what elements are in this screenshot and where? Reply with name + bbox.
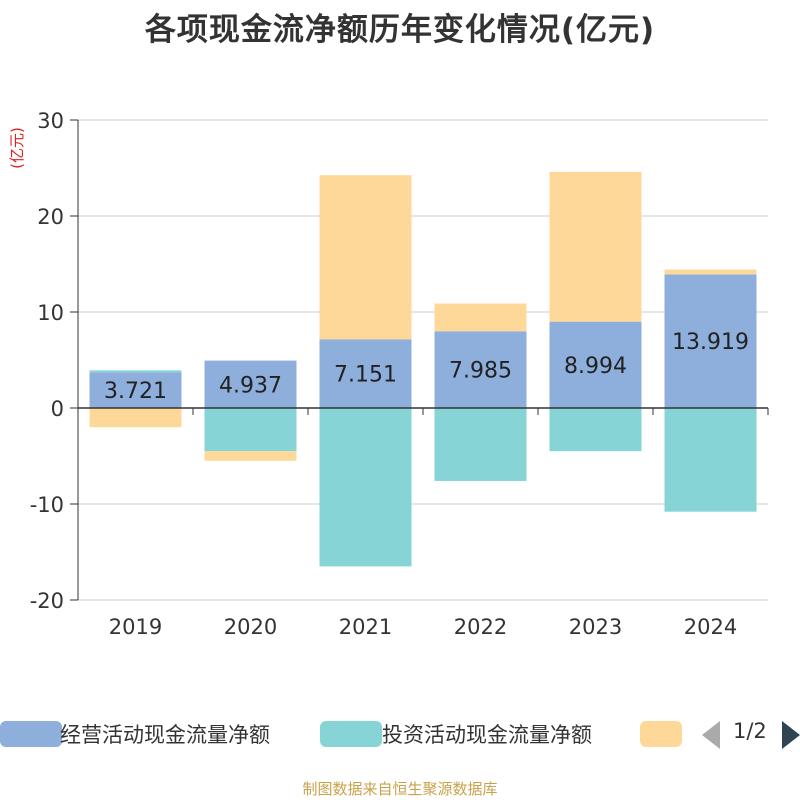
x-tick-label-2019: 2019 bbox=[109, 615, 162, 639]
data-label-2021: 7.151 bbox=[334, 363, 397, 388]
data-label-2023: 8.994 bbox=[564, 354, 627, 379]
y-tick-label-0: 30 bbox=[37, 109, 64, 133]
data-label-2024: 13.919 bbox=[672, 330, 749, 355]
y-tick-label-1: 20 bbox=[37, 205, 64, 229]
legend-label-investing[interactable]: 投资活动现金流量净额 bbox=[382, 723, 592, 747]
bar-series2-2020 bbox=[204, 451, 297, 461]
x-tick-label-2022: 2022 bbox=[454, 615, 507, 639]
bar-series1-2022 bbox=[434, 408, 527, 481]
bar-series0-2024 bbox=[664, 274, 757, 408]
bar-series0-2020 bbox=[204, 360, 297, 408]
bar-series2-2021 bbox=[319, 175, 412, 340]
bar-series0-2022 bbox=[434, 331, 527, 408]
x-tick-label-2020: 2020 bbox=[224, 615, 277, 639]
legend-swatch-financing[interactable] bbox=[640, 721, 682, 747]
bar-series0-2019 bbox=[89, 372, 182, 408]
bar-series1-2020 bbox=[204, 408, 297, 452]
y-tick-label-4: -10 bbox=[30, 493, 64, 517]
legend-next-arrow-icon[interactable] bbox=[782, 721, 800, 749]
bar-series0-2021 bbox=[319, 339, 412, 408]
bar-series2-2022 bbox=[434, 303, 527, 332]
y-tick-label-3: 0 bbox=[51, 397, 64, 421]
legend-swatch-operating[interactable] bbox=[0, 721, 62, 747]
bar-series2-2019 bbox=[89, 408, 182, 428]
x-tick-label-2023: 2023 bbox=[569, 615, 622, 639]
bar-series2-2023 bbox=[549, 171, 642, 322]
y-tick-label-2: 10 bbox=[37, 301, 64, 325]
bar-series1-2023 bbox=[549, 408, 642, 452]
chart-title: 各项现金流净额历年变化情况(亿元) bbox=[144, 12, 656, 48]
source-note: 制图数据来自恒生聚源数据库 bbox=[302, 780, 498, 798]
bar-series1-2024 bbox=[664, 408, 757, 512]
x-tick-label-2021: 2021 bbox=[339, 615, 392, 639]
y-axis-label: (亿元) bbox=[8, 127, 26, 169]
legend-swatch-investing[interactable] bbox=[320, 721, 382, 747]
bar-series1-2019 bbox=[89, 370, 182, 373]
bar-series0-2023 bbox=[549, 321, 642, 408]
legend-pager: 1/2 bbox=[733, 719, 767, 743]
y-tick-label-5: -20 bbox=[30, 589, 64, 613]
data-label-2020: 4.937 bbox=[219, 373, 282, 398]
bar-series2-2024 bbox=[664, 269, 757, 275]
bar-series1-2021 bbox=[319, 408, 412, 567]
data-label-2019: 3.721 bbox=[104, 379, 167, 404]
legend-prev-arrow-icon[interactable] bbox=[702, 721, 720, 749]
data-label-2022: 7.985 bbox=[449, 359, 512, 384]
x-tick-label-2024: 2024 bbox=[684, 615, 737, 639]
legend-label-operating[interactable]: 经营活动现金流量净额 bbox=[60, 723, 270, 747]
